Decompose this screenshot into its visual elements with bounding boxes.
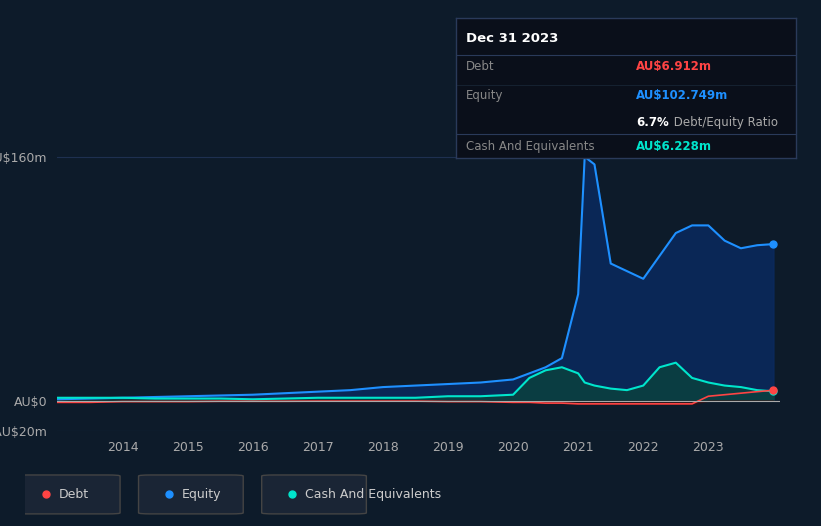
Text: Dec 31 2023: Dec 31 2023 [466,33,558,45]
Text: Cash And Equivalents: Cash And Equivalents [466,140,594,153]
Text: Equity: Equity [466,89,503,103]
FancyBboxPatch shape [262,475,366,514]
Text: AU$102.749m: AU$102.749m [636,89,728,103]
FancyBboxPatch shape [16,475,120,514]
Text: Debt: Debt [58,488,89,501]
Text: Debt/Equity Ratio: Debt/Equity Ratio [670,116,778,129]
Text: Equity: Equity [181,488,221,501]
Text: Debt: Debt [466,60,494,73]
FancyBboxPatch shape [139,475,243,514]
Text: AU$6.228m: AU$6.228m [636,140,713,153]
Text: AU$6.912m: AU$6.912m [636,60,713,73]
Text: Cash And Equivalents: Cash And Equivalents [305,488,441,501]
Text: 6.7%: 6.7% [636,116,669,129]
